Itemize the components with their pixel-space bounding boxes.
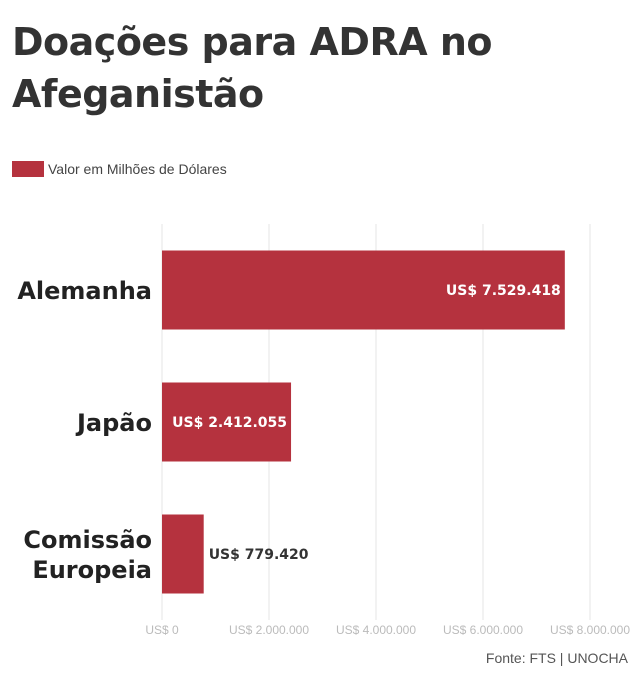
value-label-1: US$ 2.412.055	[172, 415, 287, 431]
value-label-2: US$ 779.420	[209, 547, 309, 563]
category-label-0: Alemanha	[17, 277, 152, 305]
x-tick-label-2: US$ 4.000.000	[336, 623, 416, 637]
x-tick-label-3: US$ 6.000.000	[443, 623, 523, 637]
bar-2	[162, 514, 204, 594]
x-tick-label-1: US$ 2.000.000	[229, 623, 309, 637]
bar-chart: US$ 0 US$ 2.000.000 US$ 4.000.000 US$ 6.000…	[17, 224, 630, 637]
category-label-line: Europeia	[32, 556, 152, 584]
category-label-1: Japão	[75, 409, 152, 437]
x-tick-label-0: US$ 0	[145, 623, 179, 637]
chart-title: Doações para ADRA no Afeganistão	[12, 20, 493, 116]
legend-swatch	[12, 161, 44, 177]
bar-0	[162, 250, 565, 330]
source-note: Fonte: FTS | UNOCHA	[485, 650, 628, 666]
category-label-line: Comissão	[23, 526, 152, 554]
category-label-line: Japão	[75, 409, 152, 437]
bar-1	[162, 382, 292, 462]
x-tick-label-4: US$ 8.000.000	[550, 623, 630, 637]
value-label-0: US$ 7.529.418	[446, 283, 561, 299]
legend: Valor em Milhões de Dólares	[12, 159, 227, 179]
category-label-2: Comissão Europeia	[23, 526, 152, 584]
category-label-line: Alemanha	[17, 277, 152, 305]
legend-label: Valor em Milhões de Dólares	[48, 161, 227, 177]
